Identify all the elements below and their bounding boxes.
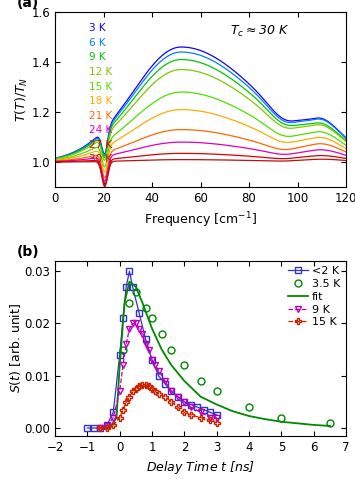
X-axis label: Frequency [cm$^{-1}$]: Frequency [cm$^{-1}$] [144, 211, 257, 230]
Text: 30 K: 30 K [88, 154, 111, 164]
Legend: <2 K, 3.5 K, fit, 9 K, 15 K: <2 K, 3.5 K, fit, 9 K, 15 K [288, 266, 340, 327]
Text: 24 K: 24 K [88, 125, 112, 135]
X-axis label: Delay Time $t$ [ns]: Delay Time $t$ [ns] [146, 459, 255, 476]
Y-axis label: $S(t)$ [arb. unit]: $S(t)$ [arb. unit] [8, 303, 23, 393]
Text: 21 K: 21 K [88, 111, 112, 121]
Text: 18 K: 18 K [88, 96, 112, 106]
Text: 6 K: 6 K [88, 38, 105, 48]
Text: (b): (b) [17, 245, 40, 259]
Text: (a): (a) [17, 0, 39, 10]
Text: 9 K: 9 K [88, 52, 105, 62]
Text: 27 K: 27 K [88, 140, 112, 149]
Text: $T_c\approx$30 K: $T_c\approx$30 K [230, 24, 289, 39]
Text: 3 K: 3 K [88, 23, 105, 34]
Y-axis label: $T(T)/T_N$: $T(T)/T_N$ [14, 77, 30, 122]
Text: 15 K: 15 K [88, 81, 112, 91]
Text: 12 K: 12 K [88, 67, 112, 77]
